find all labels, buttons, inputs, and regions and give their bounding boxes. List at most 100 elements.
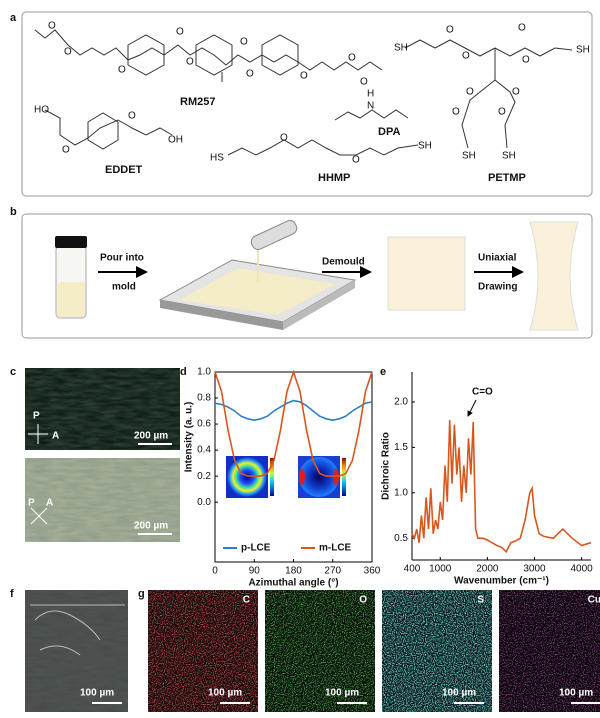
molecule-name: RM257 <box>180 96 215 108</box>
x-tick-label: 270 <box>324 566 341 577</box>
atom-label: O <box>118 65 126 76</box>
x-tick-label: 3000 <box>523 564 546 575</box>
atom-label: O <box>176 27 184 38</box>
x-tick-label: 0 <box>212 566 218 577</box>
panel-frame <box>21 11 593 197</box>
element-label: S <box>477 595 484 606</box>
atom-label: SH <box>502 151 516 162</box>
panel-label: e <box>380 366 386 378</box>
atom-label: H <box>367 89 374 100</box>
atom-label: O <box>466 87 474 98</box>
atom-label: SH <box>418 141 432 152</box>
atom-label: SH <box>462 151 476 162</box>
y-tick-label: 0.2 <box>197 471 211 482</box>
annotation: C=O <box>472 387 493 398</box>
y-tick-label: 1.0 <box>394 487 408 498</box>
y-tick-label: 0.6 <box>197 419 211 430</box>
skeletons <box>34 29 573 156</box>
molecule-name: HHMP <box>318 172 350 184</box>
element-map-signal <box>499 590 600 712</box>
step-label: Uniaxial <box>478 253 517 264</box>
atom-label: O <box>522 55 530 66</box>
y-axis-label: Dichroic Ratio <box>381 432 392 500</box>
atom-label: O <box>300 71 308 82</box>
sem-texture <box>25 590 128 712</box>
scale-label: 100 µm <box>559 688 593 699</box>
annotation-arrow <box>467 399 477 417</box>
polarizer-label: A <box>46 498 53 509</box>
atom-label: O <box>246 69 254 80</box>
legend-label: p-LCE <box>241 543 271 554</box>
atom-label: N <box>367 101 374 112</box>
atom-label: O <box>128 111 136 122</box>
element-map-signal <box>382 590 492 712</box>
element-label: C <box>243 595 250 606</box>
x-tick-label: 2000 <box>476 564 499 575</box>
polarizer-label: P <box>28 498 35 509</box>
panel-labels: a b c d e f g <box>10 12 386 600</box>
sem-cracks <box>30 604 125 656</box>
atom-label: SH <box>394 43 408 54</box>
x-axis-label: Wavenumber (cm⁻¹) <box>454 576 549 587</box>
atom-label: O <box>64 47 72 58</box>
panel-label: b <box>10 206 17 218</box>
y-tick-label: 0.8 <box>197 393 211 404</box>
atom-label: O <box>498 107 506 118</box>
step-label: Drawing <box>478 282 517 293</box>
y-tick-label: 1.5 <box>394 442 408 453</box>
atom-label: O <box>446 25 454 36</box>
scale-label: 100 µm <box>442 688 476 699</box>
micrograph-texture <box>25 368 180 450</box>
x-tick-label: 4000 <box>570 564 593 575</box>
panel-label: a <box>10 12 17 24</box>
x-axis-label: Azimuthal angle (°) <box>248 578 338 589</box>
y-tick-label: 0.5 <box>394 533 408 544</box>
polarizer-label: A <box>52 431 59 442</box>
diffraction-insets <box>226 456 346 498</box>
y-axis-label: Intensity (a. u.) <box>184 402 195 473</box>
element-maps: C 100 µm O 100 µm S 100 µm Cu 100 µm <box>148 590 600 712</box>
atom-label: HS <box>210 153 224 164</box>
molecule-name: DPA <box>378 126 400 138</box>
x-tick-label: 90 <box>249 566 261 577</box>
y-tick-label: 0.4 <box>197 445 211 456</box>
atom-label: O <box>360 77 368 88</box>
step-label: mold <box>112 282 136 293</box>
molecule-name: EDDET <box>105 164 143 176</box>
molecule-name: PETMP <box>488 172 526 184</box>
panel-label: c <box>10 366 16 378</box>
scale-label: 100 µm <box>325 688 359 699</box>
step-label: Pour into <box>100 253 144 264</box>
data-line <box>411 420 592 554</box>
y-tick-label: 1.0 <box>197 367 211 378</box>
scale-label: 100 µm <box>80 688 114 699</box>
atom-label: HO <box>34 105 49 116</box>
scale-label: 100 µm <box>208 688 242 699</box>
element-map-signal <box>148 590 258 712</box>
atom-label: O <box>48 21 56 32</box>
polarizer-label: P <box>33 411 40 422</box>
process-drawing <box>55 219 579 331</box>
x-tick-label: 360 <box>364 566 381 577</box>
y-tick-label: 0.0 <box>197 497 211 508</box>
charts: 0 90 180 270 360 0.0 0.2 0.4 0.6 0.8 1.0 Azimuthal … <box>184 367 593 589</box>
panel-label: d <box>180 366 187 378</box>
atom-label: O <box>348 53 356 64</box>
atom-label: O <box>518 23 526 34</box>
atom-label: O <box>452 107 460 118</box>
atom-label: O <box>186 57 194 68</box>
step-label: Demould <box>322 257 365 268</box>
atom-label: O <box>280 133 288 144</box>
x-tick-label: 1000 <box>429 564 452 575</box>
atom-label: O <box>62 145 70 156</box>
atom-label: O <box>512 87 520 98</box>
scale-label: 200 µm <box>134 431 168 442</box>
atom-label: O <box>240 37 248 48</box>
element-label: Cu <box>588 595 600 606</box>
panel-frame <box>21 213 593 339</box>
data-line <box>214 399 373 422</box>
atom-label: O <box>352 155 360 166</box>
